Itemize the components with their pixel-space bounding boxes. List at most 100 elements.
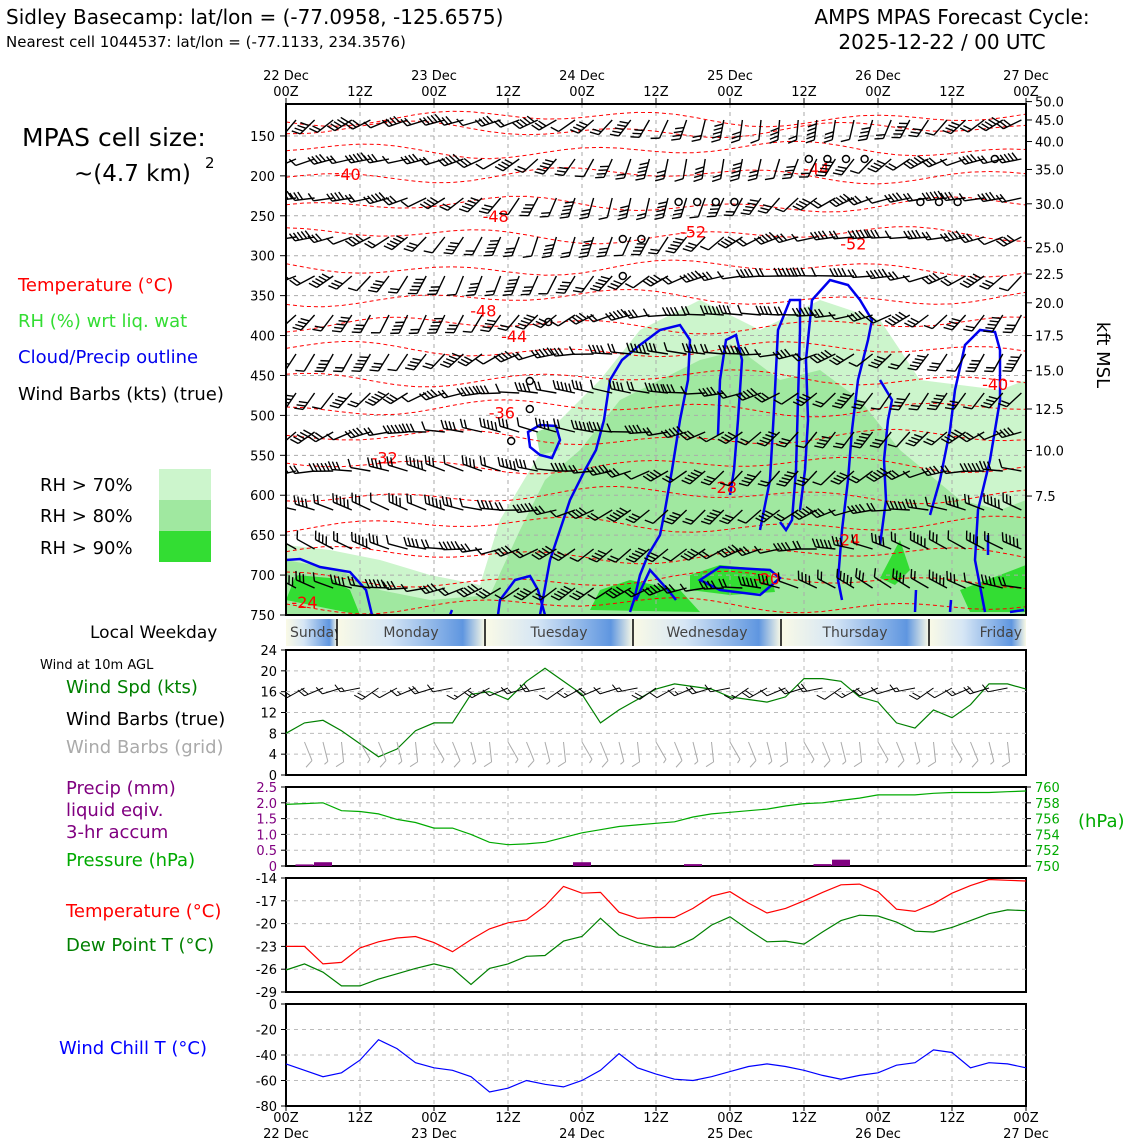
kft-axis: 50.0 45.0 40.0 35.0 30.0 25.0 22.5 20.0 17.5 15.0… [1026, 96, 1064, 505]
wind-barb [940, 275, 966, 287]
wind-barb [609, 119, 632, 137]
wind-barb [706, 197, 725, 218]
nearest-cell-text: Nearest cell 1044537: lat/lon = (-77.113… [6, 33, 406, 51]
surface-wind-barb-true [834, 687, 860, 699]
wind-barb [792, 197, 818, 211]
calm-wind-circle [618, 234, 628, 244]
wind-barb [549, 509, 576, 518]
surface-wind-barb-grid [304, 741, 313, 768]
wind-barb [587, 587, 613, 600]
wind-barb [400, 197, 427, 208]
wind-barb [598, 197, 613, 221]
wind-barb [716, 271, 743, 280]
wind-barb [829, 353, 855, 366]
wind-barb [926, 392, 948, 411]
wind-barb [679, 430, 706, 441]
wind-barb [735, 236, 762, 247]
panel-tick-label: 756 [1035, 813, 1060, 828]
temperature-contour [286, 289, 1026, 308]
wind-barb [459, 418, 483, 433]
wind-barb [946, 570, 966, 589]
wind-barb [419, 583, 445, 595]
weekday-label: Sunday [290, 625, 342, 641]
wind-barb [441, 495, 464, 511]
wind-barb [427, 275, 446, 296]
wind-barb [662, 383, 687, 394]
wind-barb [977, 236, 1004, 246]
bottom-hour-label: 12Z [643, 1111, 669, 1126]
wind-barb [370, 314, 390, 334]
wind-barb [983, 493, 1004, 511]
kft-tick-label: 45.0 [1035, 114, 1064, 129]
top-hour-label: 12Z [939, 85, 965, 100]
surface-wind-barb-grid [396, 741, 403, 765]
legend-rh90-label: RH > 90% [40, 538, 133, 559]
wind-barb [867, 158, 892, 173]
wind-barb [719, 470, 743, 487]
pressure-tick-label: 400 [250, 330, 275, 345]
wind-barb [753, 545, 780, 554]
wind-barb [655, 158, 669, 182]
wind-barb [977, 431, 1004, 441]
wind-barb [693, 158, 706, 183]
wind-barb [364, 578, 390, 589]
wind-barb [921, 157, 948, 168]
wind-barb [514, 314, 539, 330]
wind-barb [400, 583, 427, 593]
wind-chill-line [285, 1038, 1027, 1093]
wind-barb [869, 431, 892, 449]
wind-barb [836, 568, 855, 589]
surface-wind-barb-true [612, 684, 638, 693]
wind-barb [351, 314, 372, 334]
surface-wind-barb-grid [692, 741, 699, 765]
wind-barb [735, 387, 762, 401]
precip-bar [684, 864, 702, 866]
wind-barb [776, 470, 799, 487]
wind-barb [755, 509, 781, 523]
wind-barb [755, 305, 780, 316]
top-hour-label: 12Z [643, 85, 669, 100]
wind-barb [815, 158, 836, 177]
wind-barb [698, 580, 724, 590]
wind-barb [363, 153, 390, 164]
wind-barb [446, 275, 465, 296]
temperature-contour [286, 259, 1026, 278]
wind-barb [572, 275, 595, 293]
calm-wind-circle [674, 197, 683, 207]
surface-wind-barb-true [334, 684, 361, 693]
wind-barb [382, 392, 408, 405]
wind-barb [757, 470, 781, 487]
wind-barb [456, 385, 483, 397]
wind-barb [782, 158, 799, 180]
wind-barb [555, 275, 576, 294]
wind-barb [549, 347, 576, 357]
wind-barb [965, 530, 985, 550]
wind-barb [865, 314, 892, 324]
wind-barb [730, 119, 744, 144]
temperature-contour-label: -40 [982, 375, 1008, 394]
panel-tick-label: -20 [256, 1024, 277, 1039]
wind-barb [569, 587, 595, 601]
wind-barb [479, 455, 501, 472]
wind-barb [795, 431, 818, 449]
wind-barb [439, 197, 464, 211]
surface-wind-barb-true [724, 687, 749, 700]
surface-wind-barb-true [852, 687, 879, 697]
wind-barb [381, 195, 408, 206]
wind-barb [719, 509, 743, 525]
wind-barb [387, 353, 409, 372]
wind-barb [995, 152, 1022, 164]
wind-barb [644, 509, 669, 525]
kft-tick-label: 40.0 [1035, 136, 1064, 151]
wind-barb [764, 158, 781, 181]
surface-wind-barb-grid [433, 741, 445, 764]
wind-barb [998, 392, 1022, 408]
wind-barb [711, 119, 725, 143]
surface-wind-barb-true [519, 683, 546, 693]
surface-wind-barb-grid [803, 741, 815, 764]
surface-wind-barb-true [759, 687, 786, 697]
calm-wind-circle [637, 234, 646, 244]
bottom-hour-label: 00Z [273, 1111, 299, 1126]
wind-barb [700, 470, 725, 486]
wind-barb [939, 158, 966, 167]
